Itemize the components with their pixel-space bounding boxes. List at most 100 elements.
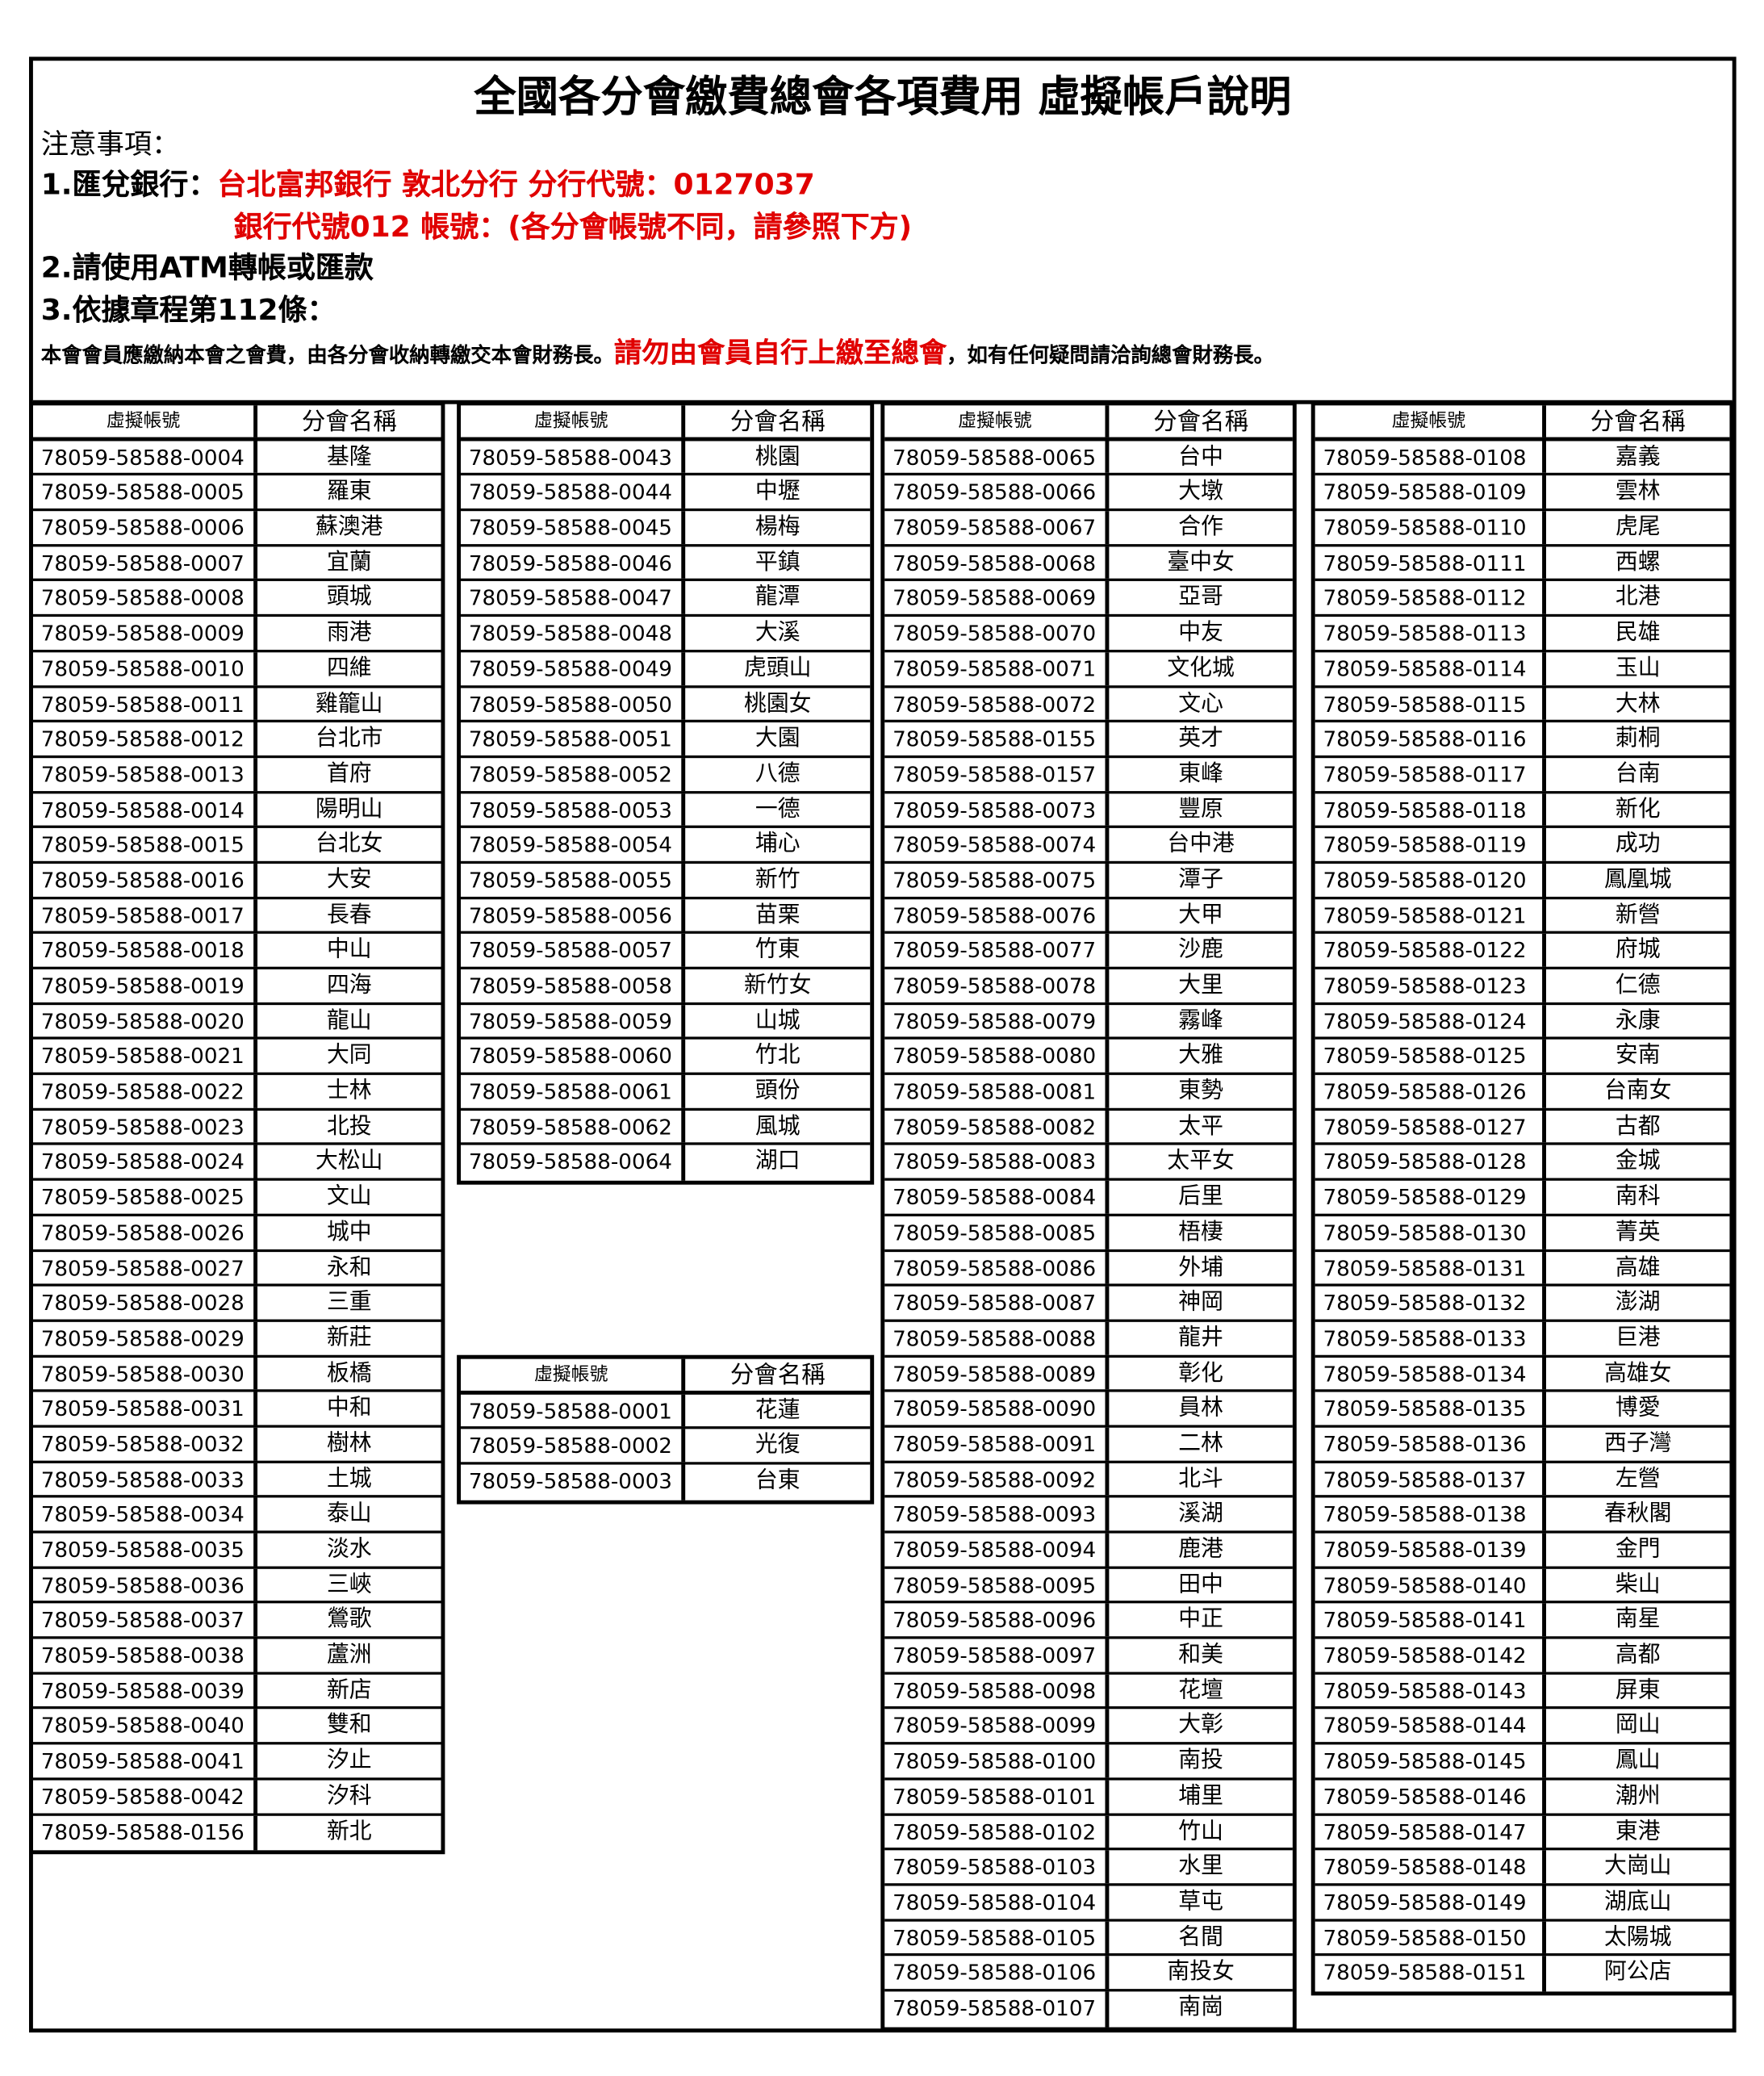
account-number: 78059-58588-0144 xyxy=(1315,1709,1546,1743)
account-number: 78059-58588-0082 xyxy=(884,1110,1110,1144)
account-number: 78059-58588-0080 xyxy=(884,1040,1110,1073)
branch-name: 新化 xyxy=(1615,795,1661,822)
table-row: 78059-58588-0118 新化 xyxy=(1315,793,1730,829)
branch-name: 西子灣 xyxy=(1603,1429,1672,1457)
table-row: 78059-58588-0103 水里 xyxy=(884,1850,1293,1886)
table-row: 78059-58588-0042 汐科 xyxy=(32,1780,441,1815)
account-number: 78059-58588-0122 xyxy=(1315,934,1546,967)
branch-name: 大里 xyxy=(1178,972,1223,998)
account-number: 78059-58588-0118 xyxy=(1315,793,1546,827)
account-number: 78059-58588-0014 xyxy=(33,793,258,827)
account-number: 78059-58588-0005 xyxy=(33,475,258,509)
table-row: 78059-58588-0044 中壢 xyxy=(461,475,871,512)
table-row: 78059-58588-0033 土城 xyxy=(32,1463,441,1498)
table-row: 78059-58588-0139 金門 xyxy=(1315,1533,1730,1569)
branch-name: 潭子 xyxy=(1178,866,1223,893)
account-number: 78059-58588-0139 xyxy=(1315,1533,1546,1567)
table-row: 78059-58588-0155 英才 xyxy=(884,722,1293,758)
branch-name: 雲林 xyxy=(1615,478,1661,505)
branch-name: 溪湖 xyxy=(1178,1500,1223,1527)
branch-name: 北斗 xyxy=(1178,1465,1223,1492)
account-number: 78059-58588-0015 xyxy=(33,828,258,861)
account-number: 78059-58588-0130 xyxy=(1315,1216,1546,1249)
account-number: 78059-58588-0148 xyxy=(1315,1850,1546,1884)
branch-name: 大彰 xyxy=(1178,1712,1223,1739)
table-row: 78059-58588-0093 溪湖 xyxy=(884,1497,1293,1534)
header-branch: 分會名稱 xyxy=(729,408,826,436)
account-number: 78059-58588-0020 xyxy=(33,1004,258,1038)
branch-name: 西螺 xyxy=(1615,549,1661,576)
branch-name: 太平女 xyxy=(1167,1148,1235,1175)
branch-name: 神岡 xyxy=(1178,1289,1223,1316)
branch-name: 草屯 xyxy=(1178,1888,1223,1915)
account-number: 78059-58588-0113 xyxy=(1315,617,1546,650)
table-row: 78059-58588-0112 北港 xyxy=(1315,581,1730,617)
table-row: 78059-58588-0037 鶯歌 xyxy=(32,1603,441,1639)
account-number: 78059-58588-0067 xyxy=(884,511,1110,544)
branch-name: 雞籠山 xyxy=(316,689,383,717)
branch-name: 巨港 xyxy=(1615,1324,1661,1351)
table-row: 78059-58588-0011 雞籠山 xyxy=(32,687,441,723)
header-branch: 分會名稱 xyxy=(301,408,397,436)
table-row: 78059-58588-0079 霧峰 xyxy=(884,1004,1293,1040)
branch-name: 潮州 xyxy=(1615,1782,1661,1810)
branch-name: 台南女 xyxy=(1603,1078,1672,1104)
table-row: 78059-58588-0150 太陽城 xyxy=(1315,1920,1730,1957)
table-row: 78059-58588-0127 古都 xyxy=(1315,1110,1730,1146)
account-number: 78059-58588-0131 xyxy=(1315,1251,1546,1284)
table-row: 78059-58588-0028 三重 xyxy=(32,1286,441,1322)
table-row: 78059-58588-0060 竹北 xyxy=(461,1040,871,1075)
account-number: 78059-58588-0094 xyxy=(884,1533,1110,1567)
table-row: 78059-58588-0086 外埔 xyxy=(884,1251,1293,1287)
table-row: 78059-58588-0089 彰化 xyxy=(884,1357,1293,1392)
branch-name: 風城 xyxy=(755,1112,800,1140)
table-row: 78059-58588-0140 柴山 xyxy=(1315,1568,1730,1604)
table-row: 78059-58588-0138 春秋閣 xyxy=(1315,1497,1730,1534)
table-row: 78059-58588-0064 湖口 xyxy=(461,1145,870,1181)
table-row: 78059-58588-0088 龍井 xyxy=(884,1321,1293,1358)
branch-name: 竹東 xyxy=(755,936,800,964)
branch-name: 大園 xyxy=(755,725,800,752)
table-row: 78059-58588-0097 和美 xyxy=(884,1639,1293,1675)
table-row: 78059-58588-0094 鹿港 xyxy=(884,1533,1293,1569)
account-number: 78059-58588-0102 xyxy=(884,1814,1110,1848)
table-row: 78059-58588-0107 南崗 xyxy=(884,1991,1293,2027)
account-number: 78059-58588-0103 xyxy=(884,1850,1110,1884)
branch-name: 金門 xyxy=(1615,1535,1661,1563)
header-account: 虛擬帳號 xyxy=(461,1358,686,1391)
branch-name: 大同 xyxy=(326,1042,372,1069)
account-number: 78059-58588-0132 xyxy=(1315,1286,1546,1320)
account-number: 78059-58588-0083 xyxy=(884,1145,1110,1178)
branch-name: 淡水 xyxy=(326,1535,372,1563)
account-number: 78059-58588-0145 xyxy=(1315,1744,1546,1778)
table-row: 78059-58588-0056 苗栗 xyxy=(461,898,871,935)
table-row: 78059-58588-0003 台東 xyxy=(461,1464,870,1500)
account-number: 78059-58588-0073 xyxy=(884,793,1110,827)
branch-name: 大雅 xyxy=(1178,1042,1223,1069)
page-title: 全國各分會繳費總會各項費用 虛擬帳戶說明 xyxy=(474,71,1292,122)
branch-name: 台東 xyxy=(755,1467,800,1494)
branch-name: 三峽 xyxy=(326,1571,372,1598)
branch-name: 屏東 xyxy=(1615,1676,1661,1704)
header-account: 虛擬帳號 xyxy=(884,405,1110,437)
table-row: 78059-58588-0092 北斗 xyxy=(884,1463,1293,1498)
branch-name: 鳳山 xyxy=(1615,1747,1661,1774)
account-number: 78059-58588-0050 xyxy=(461,687,686,721)
table-row: 78059-58588-0132 澎湖 xyxy=(1315,1286,1730,1322)
table-row: 78059-58588-0106 南投女 xyxy=(884,1956,1293,1992)
account-number: 78059-58588-0089 xyxy=(884,1357,1110,1390)
account-number: 78059-58588-0009 xyxy=(33,617,258,650)
branch-name: 鶯歌 xyxy=(326,1606,372,1633)
account-number: 78059-58588-0076 xyxy=(884,898,1110,932)
table-row: 78059-58588-0052 八德 xyxy=(461,757,871,793)
table-header-row: 虛擬帳號 分會名稱 xyxy=(1315,405,1730,441)
branch-name: 長春 xyxy=(326,901,372,928)
account-number: 78059-58588-0110 xyxy=(1315,511,1546,544)
account-number: 78059-58588-0058 xyxy=(461,969,686,1002)
account-number: 78059-58588-0038 xyxy=(33,1639,258,1672)
table-row: 78059-58588-0055 新竹 xyxy=(461,863,871,899)
branch-name: 文山 xyxy=(326,1183,372,1210)
table-row: 78059-58588-0048 大溪 xyxy=(461,617,871,652)
branch-name: 龍山 xyxy=(326,1007,372,1034)
account-number: 78059-58588-0057 xyxy=(461,934,686,967)
